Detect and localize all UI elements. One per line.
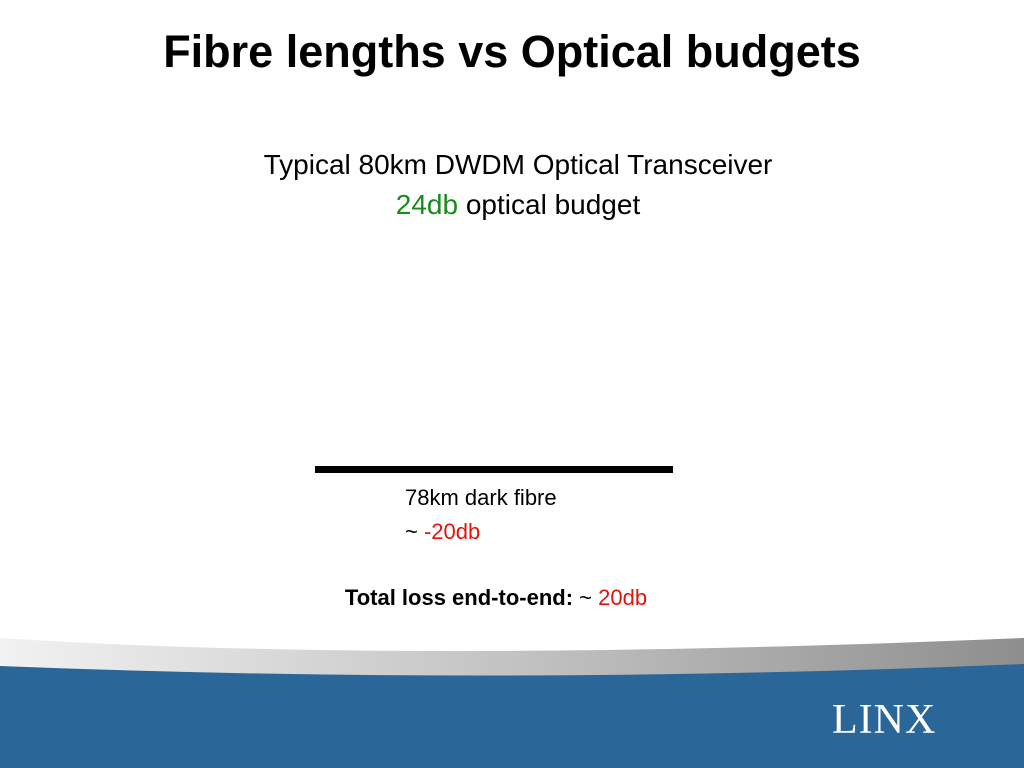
fibre-label: 78km dark fibre bbox=[405, 485, 557, 510]
logo: LINX bbox=[832, 697, 936, 743]
budget-line: 24db optical budget bbox=[0, 185, 1024, 225]
budget-text: optical budget bbox=[465, 189, 641, 220]
fibre-loss-line: ~ -20db bbox=[405, 515, 557, 549]
footer-band bbox=[0, 664, 1024, 768]
footer: LINX bbox=[0, 638, 1024, 768]
transceiver-line: Typical 80km DWDM Optical Transceiver bbox=[263, 149, 773, 180]
slide-title: Fibre lengths vs Optical budgets bbox=[163, 26, 861, 77]
fibre-info: 78km dark fibre ~ -20db bbox=[405, 481, 557, 549]
approx-sign: ~ bbox=[405, 519, 418, 544]
fibre-line bbox=[315, 466, 673, 473]
transceiver-info: Typical 80km DWDM Optical Transceiver 24… bbox=[0, 145, 1024, 225]
footer-swoosh bbox=[0, 638, 1024, 683]
budget-value: 24db bbox=[395, 189, 459, 220]
total-label: Total loss end-to-end: bbox=[344, 585, 574, 610]
total-value: 20db bbox=[598, 585, 648, 610]
fibre-loss: -20db bbox=[423, 519, 481, 544]
approx-sign: ~ bbox=[579, 585, 593, 610]
total-loss: Total loss end-to-end: ~ 20db bbox=[0, 585, 992, 611]
